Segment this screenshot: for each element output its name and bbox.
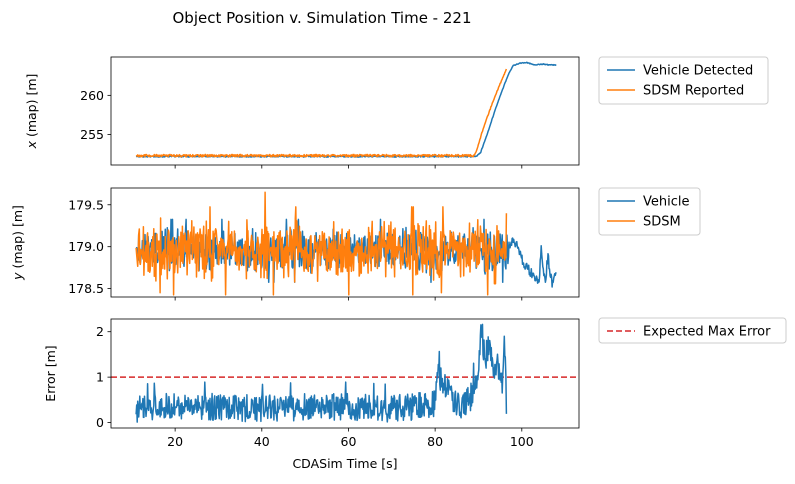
y-tick-label: 255 xyxy=(80,127,104,142)
y-axis-label-var: x xyxy=(24,140,39,149)
legend-box xyxy=(598,187,701,236)
x-tick-label: 60 xyxy=(341,434,357,449)
y-tick-label: 260 xyxy=(80,88,104,103)
y-axis-label-text: (map) [m] xyxy=(10,205,25,272)
legend-label: Vehicle Detected xyxy=(643,64,753,79)
series-line-1-2 xyxy=(135,68,508,158)
legend-label: Vehicle xyxy=(643,195,690,210)
y-tick-label: 179.0 xyxy=(68,239,104,254)
x-tick-label: 40 xyxy=(254,434,270,449)
plot-area-2 xyxy=(135,191,557,296)
x-tick-label: 20 xyxy=(167,434,183,449)
series-line-2-2 xyxy=(135,191,508,296)
axes-frame-3 xyxy=(110,318,580,429)
x-tick-label: 100 xyxy=(510,434,534,449)
panel-2: 178.5 179.0 179.5 y (map) [m] Vehicle SDSM xyxy=(10,187,701,301)
x-tick-label: 80 xyxy=(427,434,443,449)
y-tick-label: 0 xyxy=(96,415,104,430)
x-axis-label: CDASim Time [s] xyxy=(292,456,397,471)
legend-2: Vehicle SDSM xyxy=(598,187,701,236)
y-tick-label: 2 xyxy=(96,324,104,339)
y-axis-label-text: Error [m] xyxy=(43,345,58,401)
y-axis-label: x (map) [m] xyxy=(24,74,39,150)
y-axis-label: y (map) [m] xyxy=(10,205,25,281)
legend-3: Expected Max Error xyxy=(598,317,787,344)
plot-area-1 xyxy=(135,61,557,158)
y-tick-label: 1 xyxy=(96,370,104,385)
legend-label: SDSM Reported xyxy=(643,84,744,99)
y-axis-label-var: y xyxy=(10,272,25,281)
y-tick-label: 178.5 xyxy=(68,281,104,296)
axes-frame-2 xyxy=(110,187,580,298)
axes-frame-1 xyxy=(110,56,580,166)
panel-3: 20 40 60 80 100 0 1 2 Error [m] CDASim Time [s] Ex… xyxy=(43,317,787,471)
y-axis-label: Error [m] xyxy=(43,345,58,401)
figure-title: Object Position v. Simulation Time - 221 xyxy=(173,9,472,27)
y-tick-label: 179.5 xyxy=(68,197,104,212)
legend-box xyxy=(598,56,769,105)
legend-box xyxy=(598,317,787,344)
legend-1: Vehicle Detected SDSM Reported xyxy=(598,56,769,105)
series-line-3-1 xyxy=(135,323,508,423)
legend-label: Expected Max Error xyxy=(643,325,771,340)
legend-label: SDSM xyxy=(643,215,681,230)
plot-area-3 xyxy=(111,323,579,423)
y-axis-label-text: (map) [m] xyxy=(24,74,39,141)
panel-1: 255 260 x (map) [m] Vehicle Detected SDSM Re… xyxy=(24,56,769,169)
